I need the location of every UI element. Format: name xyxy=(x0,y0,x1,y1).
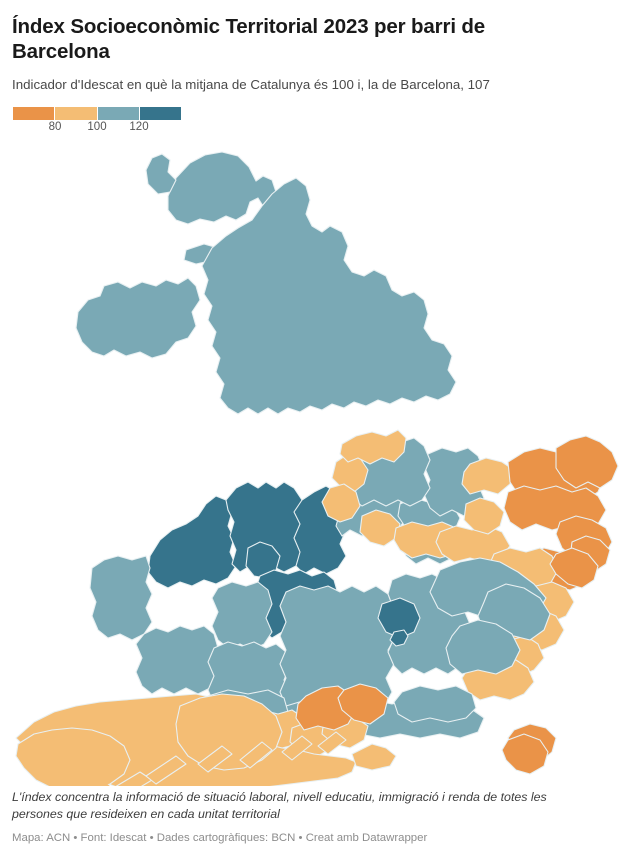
region-vila-olimpica-tail[interactable] xyxy=(389,629,409,647)
region-front-maritim[interactable] xyxy=(445,619,521,675)
chart-footer: L'índex concentra la informació de situa… xyxy=(0,789,640,858)
region-collserola-sliver[interactable] xyxy=(145,153,177,195)
region-sants-2[interactable] xyxy=(211,581,273,651)
region-coast-teal-4[interactable] xyxy=(393,685,477,723)
legend-tick-100: 100 xyxy=(87,121,107,133)
region-port-pier-5[interactable] xyxy=(281,735,313,761)
legend-color-bar xyxy=(13,107,181,120)
region-collserola-w[interactable] xyxy=(75,277,201,359)
region-ciutat-meridiana[interactable] xyxy=(555,435,619,489)
footer-source: Mapa: ACN • Font: Idescat • Dades cartog… xyxy=(12,832,428,844)
legend-swatch-0 xyxy=(13,107,56,120)
legend-swatch-2 xyxy=(97,107,140,120)
legend-ticks: 80 100 120 xyxy=(13,121,181,137)
region-port-pier-3[interactable] xyxy=(197,745,233,773)
region-port-pier-6[interactable] xyxy=(317,731,347,755)
chart-header: Índex Socioeconòmic Territorial 2023 per… xyxy=(0,0,640,94)
region-breakwater-tail[interactable] xyxy=(88,776,120,786)
region-porta[interactable] xyxy=(461,457,515,495)
region-vilapicina[interactable] xyxy=(463,497,505,535)
legend-tick-80: 80 xyxy=(48,121,62,133)
legend-tick-120: 120 xyxy=(129,121,149,133)
region-besos-coast2[interactable] xyxy=(501,733,549,775)
legend-swatch-1 xyxy=(55,107,98,120)
region-barceloneta-spit[interactable] xyxy=(351,743,397,771)
page-title: Índex Socioeconòmic Territorial 2023 per… xyxy=(12,15,486,63)
region-sants-1[interactable] xyxy=(135,625,219,695)
region-north-mass[interactable] xyxy=(201,177,457,415)
region-les-corts[interactable] xyxy=(89,555,153,641)
region-montjuic-orange[interactable] xyxy=(337,683,389,725)
legend-swatch-3 xyxy=(139,107,181,120)
barcelona-map-svg[interactable] xyxy=(0,136,640,786)
region-vila-olimpica[interactable] xyxy=(377,597,421,639)
region-can-baro[interactable] xyxy=(339,429,407,465)
legend: 80 100 120 xyxy=(13,107,181,137)
region-zona-franca-lobe[interactable] xyxy=(15,727,131,786)
region-teixonera[interactable] xyxy=(321,483,361,523)
chart-subtitle: Indicador d'Idescat en què la mitjana de… xyxy=(12,77,490,92)
map-canvas[interactable] xyxy=(0,136,640,786)
footer-note: L'índex concentra la informació de situa… xyxy=(12,790,547,821)
region-port-pier-2[interactable] xyxy=(145,755,187,785)
region-port-pier-4[interactable] xyxy=(239,741,273,769)
region-pedralbes[interactable] xyxy=(147,495,237,589)
region-besos-maresme[interactable] xyxy=(549,547,599,589)
